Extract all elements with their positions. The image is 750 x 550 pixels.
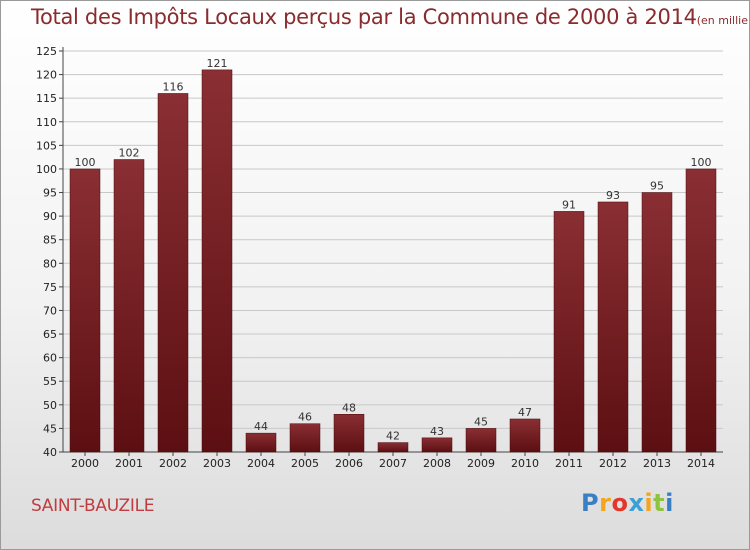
y-tick-label: 50 [43,399,57,412]
y-tick-label: 95 [43,187,57,200]
value-label-2010: 47 [518,406,532,419]
x-tick-label-2009: 2009 [467,457,495,470]
logo-letter-x: x [628,489,645,517]
logo-letter-r: r [599,489,612,517]
y-tick-label: 110 [36,116,57,129]
bar-2007 [377,442,409,453]
bar-2014 [685,168,717,453]
bar-2003 [201,69,233,453]
y-tick-label: 80 [43,257,57,270]
chart-title-text: Total des Impôts Locaux perçus par la Co… [31,5,697,29]
bar-2004 [245,432,277,453]
value-label-2007: 42 [386,430,400,443]
value-label-2001: 102 [119,147,140,160]
proxiti-logo: Proxiti [581,489,674,517]
bar-2002 [157,93,189,453]
y-tick-label: 125 [36,45,57,58]
value-label-2014: 100 [691,156,712,169]
y-tick-label: 70 [43,304,57,317]
commune-name: SAINT-BAUZILE [31,496,155,516]
value-label-2012: 93 [606,189,620,202]
x-tick-label-2013: 2013 [643,457,671,470]
x-tick-label-2012: 2012 [599,457,627,470]
x-tick-label-2014: 2014 [687,457,715,470]
unit-note: (en milliers d'€) [696,14,749,27]
y-tick-label: 45 [43,422,57,435]
chart-title: Total des Impôts Locaux perçus par la Co… [31,5,749,29]
bar-2000 [69,168,101,453]
x-tick-label-2011: 2011 [555,457,583,470]
x-tick-label-2004: 2004 [247,457,275,470]
logo-letter-t: t [653,489,666,517]
y-tick-label: 75 [43,281,57,294]
bar-2009 [465,428,497,453]
bar-2010 [509,418,541,453]
bar-2012 [597,201,629,453]
x-tick-label-2010: 2010 [511,457,539,470]
value-label-2008: 43 [430,425,444,438]
bar-2001 [113,159,145,453]
y-tick-label: 55 [43,375,57,388]
value-label-2013: 95 [650,180,664,193]
bar-2013 [641,192,673,453]
value-label-2003: 121 [207,57,228,70]
x-tick-label-2008: 2008 [423,457,451,470]
x-tick-label-2003: 2003 [203,457,231,470]
y-tick-label: 120 [36,69,57,82]
y-tick-label: 65 [43,328,57,341]
bar-2008 [421,437,453,453]
value-label-2011: 91 [562,198,576,211]
logo-letter-p: P [581,489,600,517]
value-label-2005: 46 [298,411,312,424]
x-tick-label-2001: 2001 [115,457,143,470]
logo-letter-o: o [611,489,629,517]
bar-2005 [289,423,321,453]
x-tick-label-2000: 2000 [71,457,99,470]
value-label-2006: 48 [342,401,356,414]
x-tick-label-2007: 2007 [379,457,407,470]
y-tick-label: 100 [36,163,57,176]
y-tick-label: 40 [43,446,57,459]
logo-letter-i-2: i [665,489,674,517]
value-label-2004: 44 [254,420,268,433]
value-label-2002: 116 [163,80,184,93]
y-tick-label: 85 [43,234,57,247]
x-tick-label-2005: 2005 [291,457,319,470]
y-tick-label: 115 [36,92,57,105]
y-tick-label: 60 [43,352,57,365]
x-tick-label-2002: 2002 [159,457,187,470]
x-tick-label-2006: 2006 [335,457,363,470]
y-tick-label: 105 [36,139,57,152]
y-tick-label: 90 [43,210,57,223]
bar-2011 [553,211,585,453]
logo-letter-i: i [644,489,654,517]
value-label-2000: 100 [75,156,96,169]
bar-2006 [333,414,365,453]
value-label-2009: 45 [474,415,488,428]
